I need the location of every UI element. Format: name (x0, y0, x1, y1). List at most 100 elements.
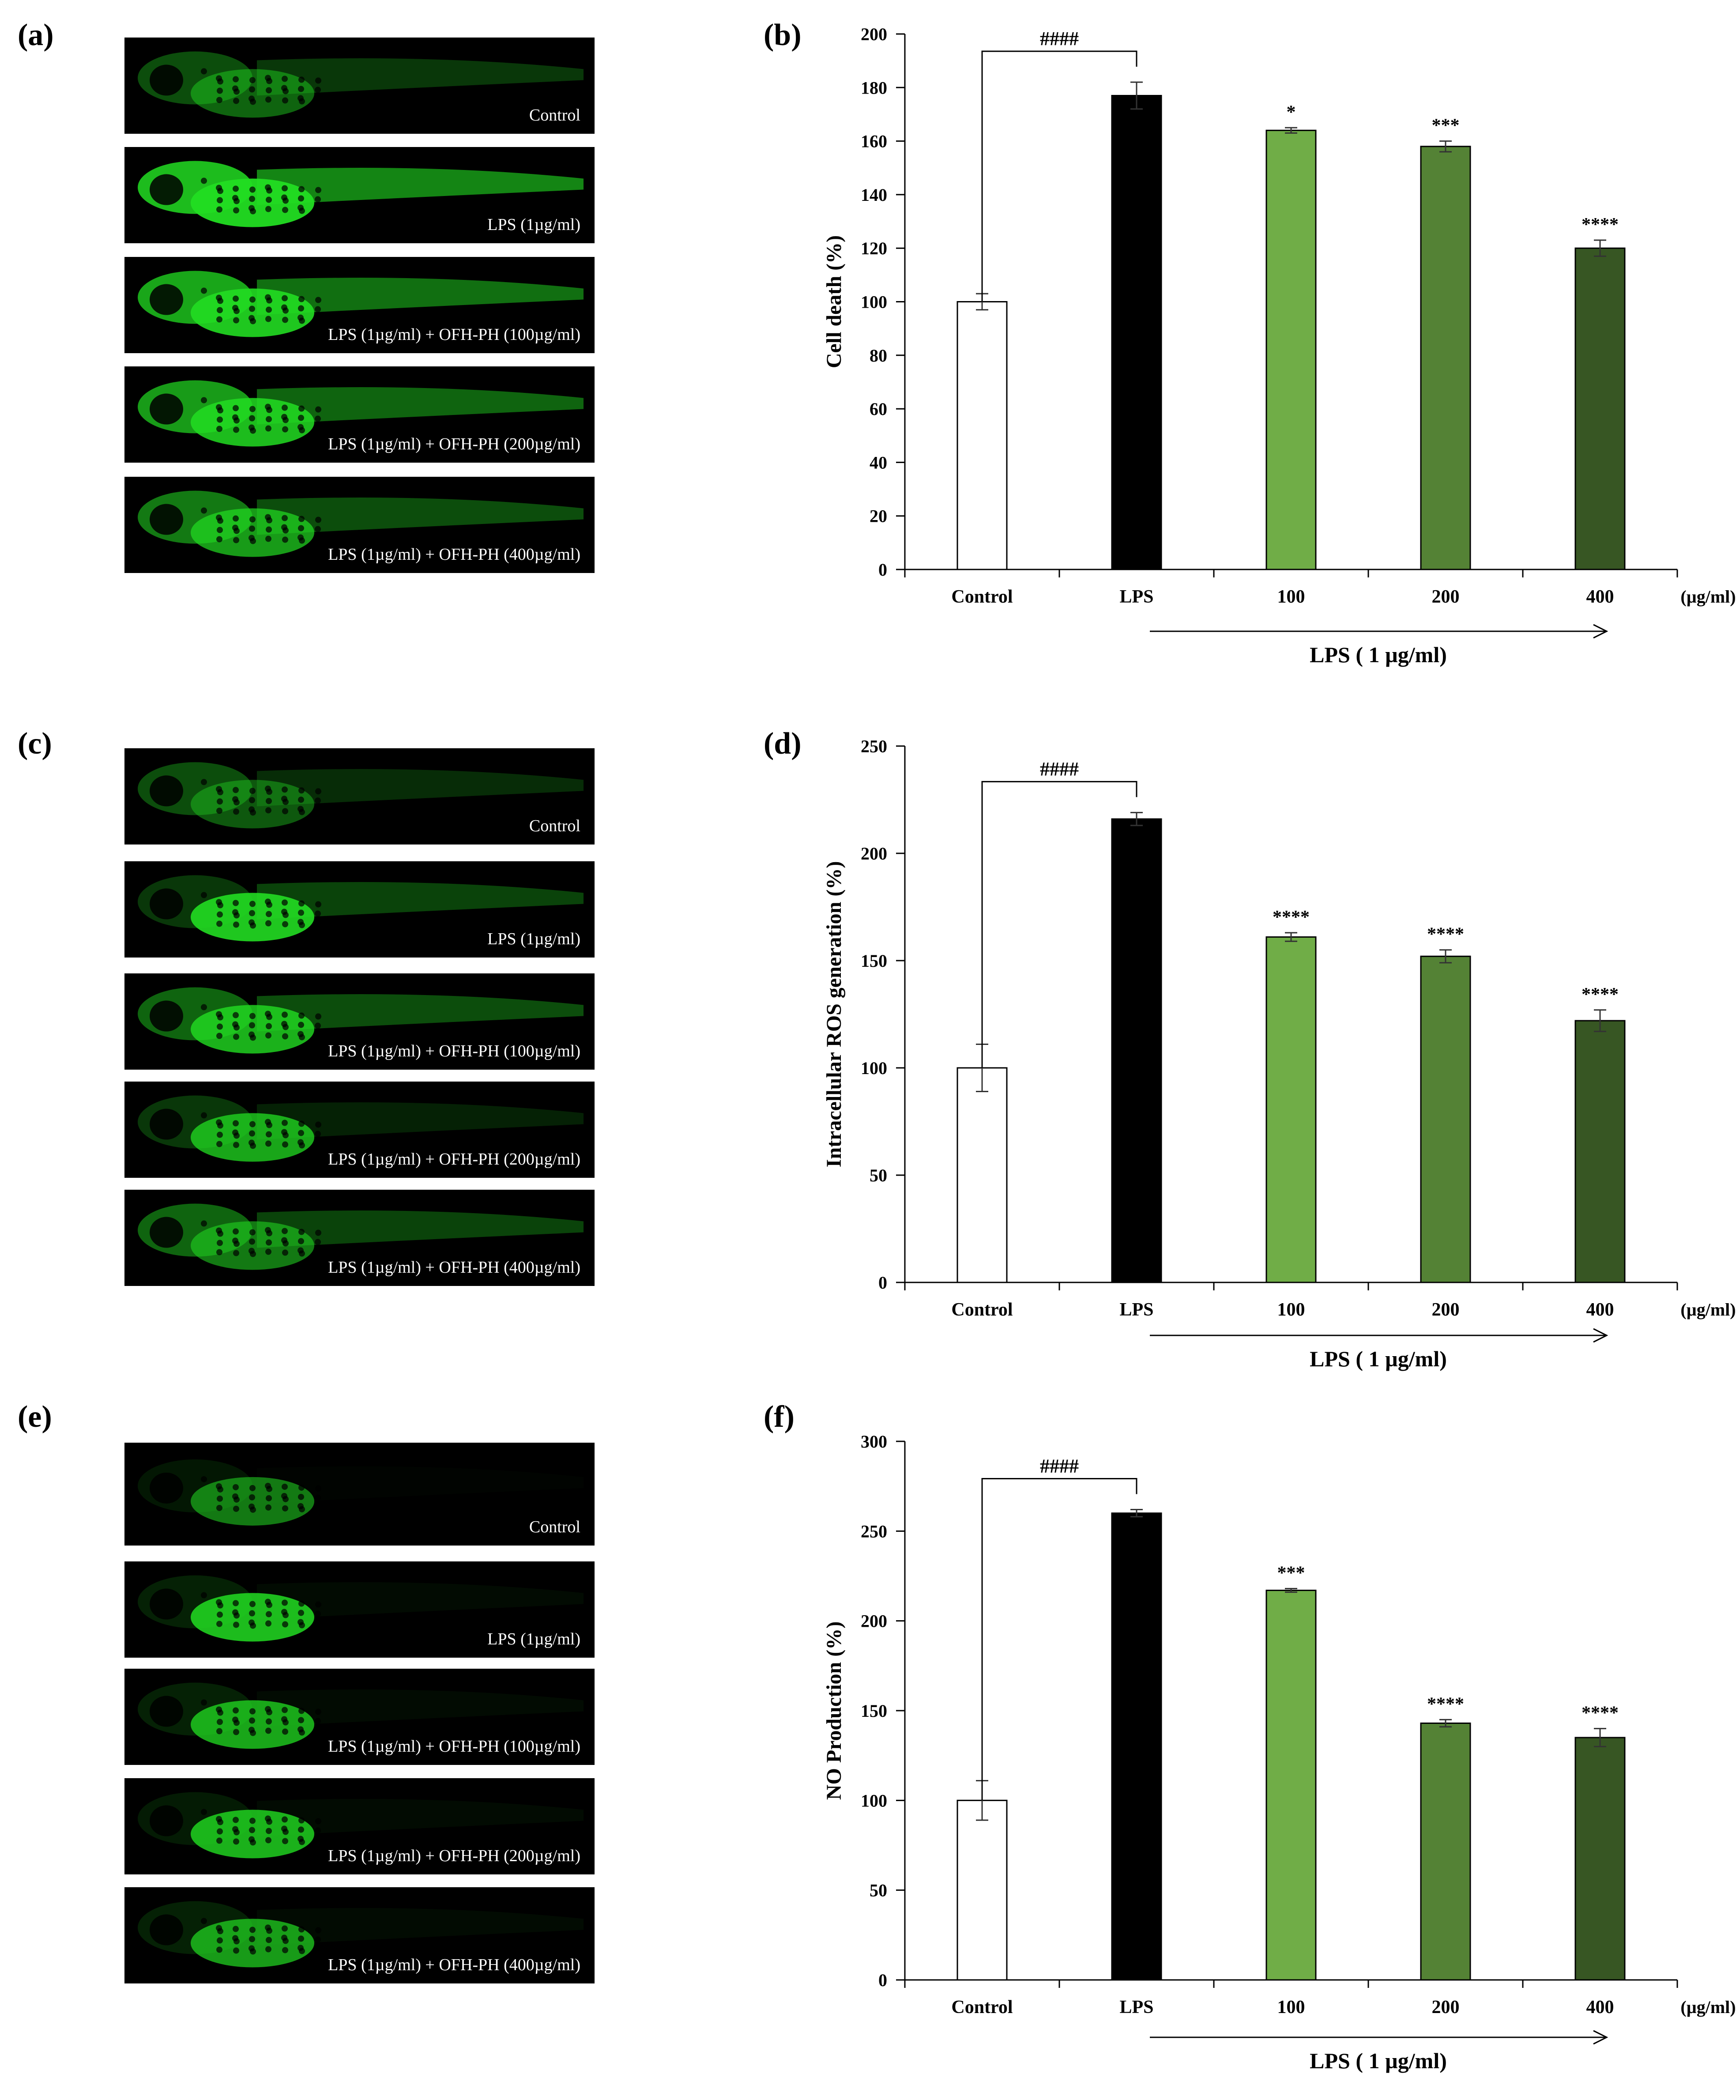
bar (1111, 1512, 1162, 1981)
bar (1420, 146, 1471, 570)
significance-label: **** (1582, 215, 1619, 235)
y-tick-label: 150 (861, 951, 887, 971)
image-caption: LPS (1µg/ml) + OFH-PH (400µg/ml) (328, 545, 580, 564)
bar (1111, 94, 1162, 570)
group-label: LPS ( 1 µg/ml) (1310, 642, 1447, 667)
fluorescence-image: Control (124, 38, 595, 134)
zebrafish-larva-icon (138, 1575, 584, 1642)
y-tick-label: 100 (861, 292, 887, 312)
fluorescence-image: LPS (1µg/ml) + OFH-PH (400µg/ml) (124, 477, 595, 573)
x-tick-label: 100 (1277, 1300, 1305, 1320)
bar (956, 301, 1008, 570)
fluorescence-image: LPS (1µg/ml) + OFH-PH (400µg/ml) (124, 1190, 595, 1286)
bracket-label: #### (1040, 758, 1079, 780)
zebrafish-larva-icon (138, 1682, 584, 1749)
unit-label: (µg/ml) (1680, 587, 1736, 607)
y-tick-label: 150 (861, 1701, 887, 1721)
zebrafish-larva-icon (138, 51, 584, 118)
fluorescence-image: LPS (1µg/ml) + OFH-PH (100µg/ml) (124, 257, 595, 353)
bar (956, 1067, 1008, 1283)
y-tick-label: 140 (861, 185, 887, 205)
image-caption: LPS (1µg/ml) (487, 215, 580, 234)
y-tick-label: 250 (861, 1521, 887, 1541)
bar (1574, 247, 1626, 570)
zebrafish-larva-icon (138, 1459, 321, 1526)
significance-bracket (981, 1478, 1137, 1801)
significance-label: **** (1582, 984, 1619, 1005)
fluorescence-image: LPS (1µg/ml) + OFH-PH (200µg/ml) (124, 1778, 595, 1874)
y-tick-label: 200 (861, 24, 887, 44)
zebrafish-larva-icon (138, 1901, 584, 1968)
significance-label: *** (1277, 1563, 1305, 1583)
fluorescence-image: LPS (1µg/ml) (124, 861, 595, 958)
significance-label: **** (1427, 1694, 1464, 1714)
image-caption: LPS (1µg/ml) + OFH-PH (200µg/ml) (328, 435, 580, 453)
x-tick-label: LPS (1119, 587, 1153, 607)
x-tick-label: 400 (1586, 587, 1614, 607)
image-caption: Control (529, 106, 580, 124)
zebrafish-larva-icon (138, 271, 584, 337)
y-axis-label: Intracellular ROS generation (%) (822, 861, 846, 1168)
zebrafish-larva-icon (138, 762, 584, 829)
zebrafish-larva-icon (138, 987, 584, 1054)
fluorescence-image: LPS (1µg/ml) + OFH-PH (400µg/ml) (124, 1887, 595, 1983)
bracket-label: #### (1040, 1455, 1079, 1477)
zebrafish-larva-icon (138, 875, 584, 942)
y-tick-label: 200 (861, 1611, 887, 1631)
panel-label-b: (b) (764, 18, 802, 52)
bar (1420, 1722, 1471, 1981)
bar (1574, 1020, 1626, 1283)
unit-label: (µg/ml) (1680, 1997, 1736, 2017)
x-tick-label: 200 (1432, 1997, 1460, 2017)
zebrafish-larva-icon (138, 490, 584, 557)
image-caption: LPS (1µg/ml) + OFH-PH (400µg/ml) (328, 1258, 580, 1277)
bar-chart-0: 0 20 40 60 80 100 120 140 160 180 200 Cell death (%… (822, 24, 1736, 667)
significance-bracket (981, 781, 1137, 1068)
y-tick-label: 160 (861, 132, 887, 151)
bar (956, 1799, 1008, 1981)
y-tick-label: 20 (870, 506, 887, 526)
image-caption: LPS (1µg/ml) + OFH-PH (100µg/ml) (328, 1042, 580, 1060)
x-tick-label: 100 (1277, 587, 1305, 607)
image-caption: LPS (1µg/ml) + OFH-PH (100µg/ml) (328, 325, 580, 344)
y-tick-label: 50 (870, 1881, 887, 1900)
fluorescence-image: LPS (1µg/ml) + OFH-PH (200µg/ml) (124, 366, 595, 463)
arrowhead-icon (1593, 1328, 1608, 1343)
fluorescence-image: LPS (1µg/ml) + OFH-PH (100µg/ml) (124, 1669, 595, 1765)
fluorescence-image: LPS (1µg/ml) + OFH-PH (200µg/ml) (124, 1082, 595, 1178)
y-tick-label: 120 (861, 238, 887, 258)
zebrafish-larva-icon (138, 1095, 584, 1162)
x-tick-label: 200 (1432, 587, 1460, 607)
bar (1265, 129, 1317, 570)
bar (1111, 818, 1162, 1283)
y-tick-label: 180 (861, 78, 887, 98)
y-tick-label: 60 (870, 399, 887, 419)
y-tick-label: 0 (878, 1273, 887, 1293)
x-tick-label: Control (951, 1997, 1013, 2017)
fluorescence-image: Control (124, 1443, 595, 1546)
x-tick-label: Control (951, 587, 1013, 607)
y-tick-label: 100 (861, 1058, 887, 1078)
y-axis-label: NO Production (%) (822, 1621, 846, 1800)
image-caption: LPS (1µg/ml) (487, 930, 580, 948)
panel-label-d: (d) (764, 727, 802, 761)
group-label: LPS ( 1 µg/ml) (1310, 2048, 1447, 2073)
bar (1265, 1590, 1317, 1981)
significance-bracket (981, 50, 1137, 302)
y-axis-label: Cell death (%) (822, 235, 846, 368)
significance-label: *** (1432, 116, 1460, 136)
bar (1574, 1737, 1626, 1981)
image-caption: LPS (1µg/ml) + OFH-PH (200µg/ml) (328, 1150, 580, 1169)
significance-label: **** (1273, 907, 1310, 927)
fluorescence-image: LPS (1µg/ml) + OFH-PH (100µg/ml) (124, 973, 595, 1070)
x-tick-label: 100 (1277, 1997, 1305, 2017)
x-tick-label: 400 (1586, 1300, 1614, 1320)
zebrafish-larva-icon (138, 1792, 584, 1859)
image-caption: Control (529, 817, 580, 835)
x-tick-label: Control (951, 1300, 1013, 1320)
y-tick-label: 0 (878, 560, 887, 580)
y-tick-label: 100 (861, 1791, 887, 1810)
x-tick-label: 400 (1586, 1997, 1614, 2017)
y-tick-label: 200 (861, 844, 887, 863)
significance-label: * (1287, 102, 1296, 122)
